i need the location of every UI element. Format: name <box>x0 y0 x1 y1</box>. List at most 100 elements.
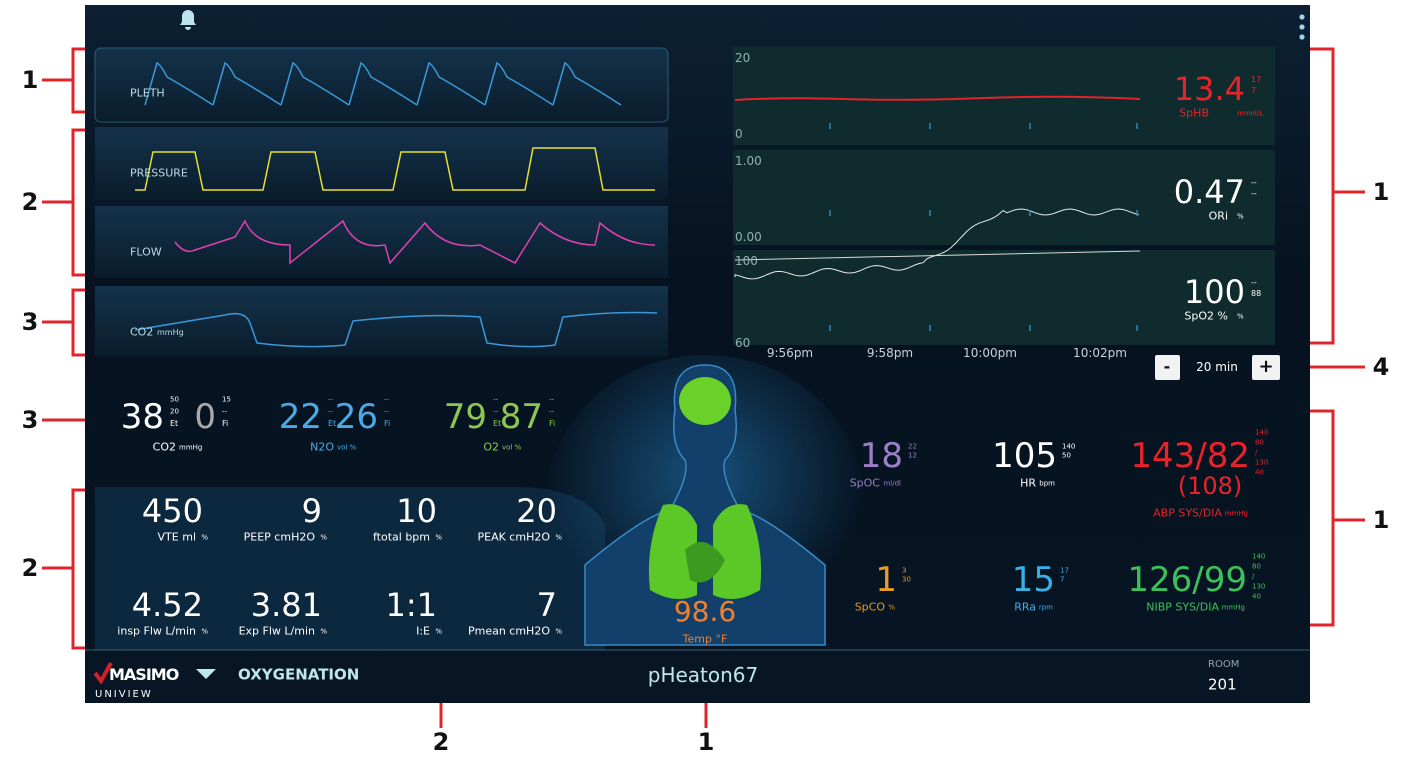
trend-limit-low: 7 <box>1251 86 1257 95</box>
param-value: 126/99 <box>1127 560 1247 600</box>
waveform-label: PRESSURE <box>130 166 188 180</box>
gas-et-value: 22 <box>278 397 322 437</box>
gas-unit: vol % <box>502 443 522 452</box>
waveform-label: PLETH <box>130 86 165 100</box>
trend-label: SpHB <box>1179 106 1209 120</box>
co2-wave <box>134 311 658 348</box>
vent-value: 450 <box>141 492 203 530</box>
vent-label: VTE ml <box>157 530 196 544</box>
body-figure <box>584 364 826 646</box>
gas-fi-value: 87 <box>499 397 543 437</box>
mode-name[interactable]: OXYGENATION <box>238 665 360 684</box>
gas-tag: Et <box>328 419 337 428</box>
callout-number: 2 <box>21 554 39 582</box>
gas-limit: -- <box>328 395 334 404</box>
gas-tag: Et <box>493 419 502 428</box>
param-limit: 7 <box>1060 575 1065 584</box>
brand-name: MASIMO <box>109 665 179 684</box>
zoom-in-button[interactable] <box>1252 355 1280 380</box>
param-limit: 80 <box>1252 562 1261 571</box>
vent-value: 20 <box>516 492 557 530</box>
vent-value: 9 <box>301 492 322 530</box>
callout-number: 1 <box>1372 506 1390 534</box>
gas-limit: 15 <box>222 395 231 404</box>
vent-label: PEEP cmH2O <box>243 530 315 544</box>
param-value: 1 <box>875 560 897 600</box>
param-limit: 140 <box>1062 442 1076 451</box>
gas-limit: -- <box>549 395 555 404</box>
trend-axis-label: 0.00 <box>735 230 762 244</box>
gas-limit: -- <box>493 395 499 404</box>
gas-fi-value: 26 <box>334 397 378 437</box>
monitor-screen: PLETH PRESSURE FLOW CO2 mmHg 20 0 13.4 17 7 SpHB mm… <box>85 5 1310 703</box>
trend-axis-label: 0 <box>735 127 743 141</box>
vent-unit: % <box>201 533 208 542</box>
mode-dropdown[interactable] <box>196 669 216 679</box>
callout-number: 1 <box>21 66 39 94</box>
param-unit: % <box>888 603 895 612</box>
gas-et-value: 38 <box>120 397 164 437</box>
param-value: 15 <box>1011 560 1055 600</box>
callout-number: 3 <box>21 406 39 434</box>
callout-number: 2 <box>21 188 39 216</box>
trend-unit: mmol/L <box>1237 109 1264 118</box>
vent-value: 3.81 <box>250 586 322 624</box>
zoom-out[interactable]: - <box>1163 357 1171 376</box>
param-unit: bpm <box>1039 479 1055 488</box>
vent-label: I:E <box>416 624 430 638</box>
gas-tag: Fi <box>549 419 556 428</box>
pressure-wave <box>135 147 655 191</box>
trend-limit-high: -- <box>1251 178 1257 187</box>
gas-label: O2 <box>483 440 499 454</box>
vent-value: 7 <box>536 586 557 624</box>
room-label: ROOM <box>1208 659 1240 670</box>
gas-unit: mmHg <box>179 443 203 452</box>
param-limit: 40 <box>1252 592 1261 601</box>
param-label: RRa <box>1014 600 1036 614</box>
param-label: ABP SYS/DIA <box>1153 506 1222 520</box>
gas-tag: Et <box>170 419 179 428</box>
time-label: 10:00pm <box>963 346 1017 360</box>
gas-fi-value: 0 <box>194 397 216 437</box>
brand-product: UNIVIEW <box>95 689 153 700</box>
gas-label: N2O <box>310 440 334 454</box>
menu-dots[interactable] <box>1299 14 1305 40</box>
param-limit: 140 <box>1255 428 1269 437</box>
patient-name: pHeaton67 <box>647 663 759 687</box>
param-label: HR <box>1020 476 1036 490</box>
param-unit: ml/dl <box>883 479 901 488</box>
gas-limit: -- <box>328 407 334 416</box>
param-limit: 140 <box>1252 552 1266 561</box>
time-label: 9:58pm <box>866 346 914 360</box>
callout-number: 4 <box>1372 353 1390 381</box>
trend-label: ORi <box>1208 209 1228 223</box>
waveform-panel <box>94 47 669 123</box>
vent-unit: % <box>201 627 208 636</box>
vent-label: Pmean cmH2O <box>467 624 550 638</box>
param-unit: mmHg <box>1221 603 1245 612</box>
screen-graphics <box>85 10 1310 685</box>
zoom-out-button[interactable] <box>1155 355 1180 380</box>
waveform-panel <box>95 286 668 357</box>
trend-axis-label: 20 <box>735 51 751 65</box>
param-limit: 17 <box>1060 566 1069 575</box>
gas-limit: -- <box>384 395 390 404</box>
trend-label: SpO2 % <box>1184 309 1228 323</box>
trend-unit: % <box>1237 212 1244 221</box>
param-limit: / <box>1255 448 1258 457</box>
vent-label: ftotal bpm <box>372 530 430 544</box>
trend-limit-high: -- <box>1251 278 1257 287</box>
trend-panel <box>733 47 1275 145</box>
room-number: 201 <box>1208 675 1237 694</box>
waveform-panel <box>95 206 668 278</box>
zoom-in[interactable]: + <box>1258 356 1274 377</box>
time-label: 10:02pm <box>1073 346 1127 360</box>
zoom-span: 20 min <box>1196 360 1238 374</box>
gas-label: CO2 <box>152 440 176 454</box>
trend-axis-label: 100 <box>735 254 758 268</box>
time-label: 9:56pm <box>766 346 814 360</box>
param-value: 18 <box>859 436 903 476</box>
alarm-bell[interactable] <box>180 10 196 30</box>
gas-tag: Fi <box>384 419 391 428</box>
